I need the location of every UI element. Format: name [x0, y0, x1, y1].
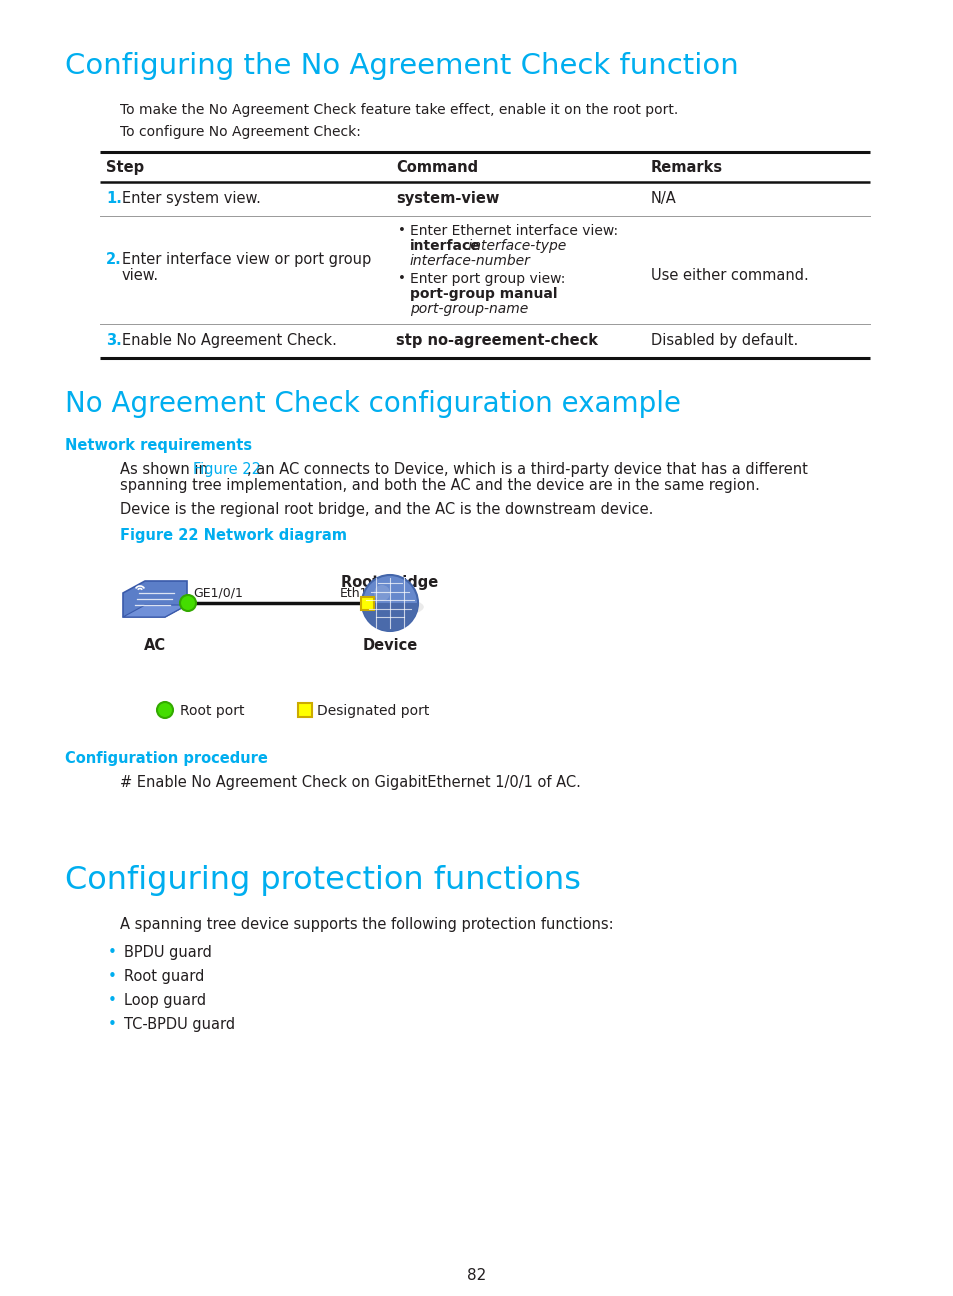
- Text: •: •: [397, 272, 405, 285]
- Text: To configure No Agreement Check:: To configure No Agreement Check:: [120, 124, 360, 139]
- Text: As shown in: As shown in: [120, 461, 213, 477]
- Text: Step: Step: [106, 159, 144, 175]
- Text: Figure 22 Network diagram: Figure 22 Network diagram: [120, 527, 347, 543]
- Polygon shape: [123, 605, 187, 617]
- Text: •: •: [108, 1017, 117, 1032]
- Text: Use either command.: Use either command.: [650, 268, 808, 283]
- Text: Device is the regional root bridge, and the AC is the downstream device.: Device is the regional root bridge, and …: [120, 502, 653, 517]
- Text: Root guard: Root guard: [124, 969, 204, 984]
- Text: •: •: [108, 993, 117, 1008]
- Text: Root bridge: Root bridge: [341, 575, 438, 590]
- Text: Enter interface view or port group: Enter interface view or port group: [122, 251, 371, 267]
- Text: 82: 82: [467, 1267, 486, 1283]
- Text: To make the No Agreement Check feature take effect, enable it on the root port.: To make the No Agreement Check feature t…: [120, 102, 678, 117]
- Text: interface-number: interface-number: [410, 254, 530, 268]
- Text: # Enable No Agreement Check on GigabitEthernet 1/0/1 of AC.: # Enable No Agreement Check on GigabitEt…: [120, 775, 580, 791]
- Text: •: •: [108, 969, 117, 984]
- Text: GE1/0/1: GE1/0/1: [193, 586, 243, 599]
- Text: view.: view.: [122, 268, 159, 283]
- Text: port-group-name: port-group-name: [410, 302, 528, 316]
- Text: N/A: N/A: [650, 191, 676, 206]
- Text: A spanning tree device supports the following protection functions:: A spanning tree device supports the foll…: [120, 918, 613, 932]
- Text: No Agreement Check configuration example: No Agreement Check configuration example: [65, 390, 680, 419]
- Text: Root port: Root port: [180, 704, 244, 718]
- Text: system-view: system-view: [395, 191, 498, 206]
- Text: Enter system view.: Enter system view.: [122, 191, 260, 206]
- Text: BPDU guard: BPDU guard: [124, 945, 212, 960]
- Bar: [361, 596, 375, 609]
- Text: Designated port: Designated port: [316, 704, 429, 718]
- Text: interface-type: interface-type: [463, 238, 566, 253]
- Text: 3.: 3.: [106, 333, 122, 349]
- Text: Configuring the No Agreement Check function: Configuring the No Agreement Check funct…: [65, 52, 738, 80]
- Text: Remarks: Remarks: [650, 159, 722, 175]
- Text: spanning tree implementation, and both the AC and the device are in the same reg: spanning tree implementation, and both t…: [120, 478, 760, 492]
- Circle shape: [361, 575, 417, 631]
- Text: •: •: [108, 945, 117, 960]
- Text: Device: Device: [362, 638, 417, 653]
- Text: Configuration procedure: Configuration procedure: [65, 750, 268, 766]
- Text: interface: interface: [410, 238, 480, 253]
- Circle shape: [180, 595, 195, 610]
- Text: TC-BPDU guard: TC-BPDU guard: [124, 1017, 234, 1032]
- Text: Enter Ethernet interface view:: Enter Ethernet interface view:: [410, 224, 618, 238]
- Circle shape: [374, 584, 390, 601]
- Text: Enable No Agreement Check.: Enable No Agreement Check.: [122, 333, 336, 349]
- Circle shape: [157, 702, 172, 718]
- Text: •: •: [397, 224, 405, 237]
- Ellipse shape: [362, 597, 423, 616]
- Text: Configuring protection functions: Configuring protection functions: [65, 864, 580, 896]
- Text: 1.: 1.: [106, 191, 122, 206]
- Text: Network requirements: Network requirements: [65, 438, 252, 454]
- Text: , an AC connects to Device, which is a third-party device that has a different: , an AC connects to Device, which is a t…: [247, 461, 807, 477]
- Text: Eth1/1: Eth1/1: [339, 586, 380, 599]
- Text: Enter port group view:: Enter port group view:: [410, 272, 565, 286]
- Text: Figure 22: Figure 22: [193, 461, 261, 477]
- Text: Command: Command: [395, 159, 477, 175]
- Text: stp no-agreement-check: stp no-agreement-check: [395, 333, 598, 349]
- Polygon shape: [123, 581, 187, 617]
- Text: port-group manual: port-group manual: [410, 286, 557, 301]
- Bar: [297, 702, 312, 717]
- Wedge shape: [361, 603, 417, 631]
- Text: 2.: 2.: [106, 251, 122, 267]
- Text: Loop guard: Loop guard: [124, 993, 206, 1008]
- Text: AC: AC: [144, 638, 166, 653]
- Text: Disabled by default.: Disabled by default.: [650, 333, 798, 349]
